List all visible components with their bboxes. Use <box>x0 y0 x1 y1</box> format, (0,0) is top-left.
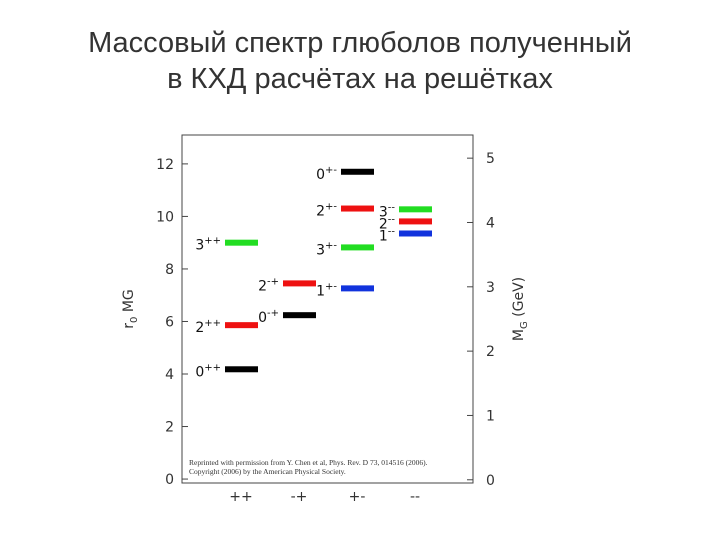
level-pc: +- <box>325 281 337 292</box>
level-pc: -+ <box>267 276 279 287</box>
level-label: 2-+ <box>258 276 279 294</box>
y-tick-label: 8 <box>165 262 174 278</box>
level-j: 0 <box>316 167 325 183</box>
level-j: 1 <box>379 228 388 244</box>
y2-tick-label: 4 <box>486 215 495 231</box>
y2-tick-label: 0 <box>486 473 495 489</box>
x-tick-label: -+ <box>291 489 308 505</box>
level-j: 2 <box>195 320 204 336</box>
level-bar <box>341 244 374 251</box>
level-j: 2 <box>316 204 325 220</box>
level-label: 0+- <box>316 165 337 183</box>
level-bar <box>399 230 432 237</box>
level-label: 2++ <box>195 318 221 336</box>
level-pc: ++ <box>204 318 221 329</box>
level-bar <box>341 285 374 292</box>
x-tick-label: +- <box>349 489 366 505</box>
level-pc: -- <box>388 202 396 213</box>
y2-tick-label: 5 <box>486 151 495 167</box>
level-bar <box>399 218 432 225</box>
plot-frame <box>181 134 474 484</box>
level-label: 0++ <box>195 362 221 380</box>
y-axis-label-part: G <box>121 289 137 300</box>
y2-axis-label-part: M <box>511 329 527 341</box>
level-label: 2-- <box>379 214 396 232</box>
slide-title: в КХД расчётах на решётках <box>167 63 553 95</box>
y-tick-label: 0 <box>165 472 174 488</box>
level-label: 3+- <box>316 240 337 258</box>
y-tick-label: 12 <box>156 157 174 173</box>
level-j: 0 <box>195 364 204 380</box>
y-tick-label: 4 <box>165 367 174 383</box>
y2-axis-label-part: (GeV) <box>511 277 527 321</box>
slide-title: Массовый спектр глюболов полученный <box>88 27 632 59</box>
level-label: 3-- <box>379 202 396 220</box>
level-j: 3 <box>195 238 204 254</box>
y2-tick-label: 1 <box>486 408 495 424</box>
level-label: 0-+ <box>258 308 279 326</box>
level-pc: -- <box>388 226 396 237</box>
y2-axis-label-part: G <box>519 321 530 329</box>
y-tick-label: 10 <box>156 209 174 225</box>
x-tick-label: ++ <box>229 489 252 505</box>
y-axis-label-part: r <box>121 323 137 329</box>
level-bar <box>283 280 316 287</box>
y-axis-label-part: 0 <box>129 317 140 323</box>
level-j: 2 <box>258 278 267 294</box>
level-pc: +- <box>325 202 337 213</box>
level-pc: -+ <box>267 308 279 319</box>
level-bar <box>225 366 258 373</box>
y2-axis-label: MG (GeV) <box>511 277 530 341</box>
level-pc: +- <box>325 165 337 176</box>
level-label: 3++ <box>195 236 221 254</box>
level-pc: -- <box>388 214 396 225</box>
y-axis-label: r0 MG <box>121 289 140 329</box>
x-tick-label: -- <box>410 489 420 505</box>
level-bar <box>225 322 258 329</box>
level-pc: ++ <box>204 362 221 373</box>
level-j: 1 <box>316 283 325 299</box>
level-label: 1+- <box>316 281 337 299</box>
y2-tick-label: 2 <box>486 344 495 360</box>
level-j: 3 <box>379 204 388 220</box>
level-label: 2+- <box>316 202 337 220</box>
level-bar <box>341 205 374 212</box>
level-j: 0 <box>258 310 267 326</box>
level-bar <box>225 239 258 246</box>
y-tick-label: 6 <box>165 314 174 330</box>
copyright-note: Reprinted with permission from Y. Chen e… <box>189 458 428 467</box>
level-j: 3 <box>316 242 325 258</box>
y2-tick-label: 3 <box>486 280 495 296</box>
level-bar <box>399 206 432 213</box>
level-bar <box>283 312 316 319</box>
level-j: 2 <box>379 216 388 232</box>
level-bar <box>341 168 374 175</box>
level-pc: ++ <box>204 236 221 247</box>
level-pc: +- <box>325 240 337 251</box>
level-label: 1-- <box>379 226 396 244</box>
y-tick-label: 2 <box>165 420 174 436</box>
y-axis-label-part: M <box>121 300 137 317</box>
copyright-note: Copyright (2006) by the American Physica… <box>189 467 346 476</box>
